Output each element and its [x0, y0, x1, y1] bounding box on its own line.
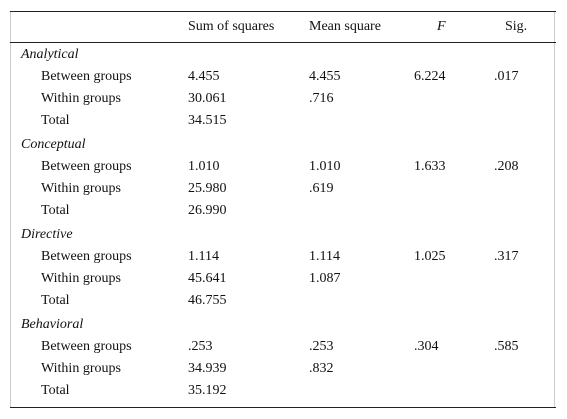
cell: 46.755 [188, 293, 227, 308]
table-frame [10, 11, 555, 408]
cell: 1.010 [188, 159, 220, 174]
row-label: Between groups [41, 159, 132, 174]
cell: .716 [309, 91, 334, 106]
group-label: Analytical [21, 47, 79, 62]
cell: 4.455 [188, 69, 220, 84]
cell: 25.980 [188, 181, 227, 196]
cell: 1.087 [309, 271, 341, 286]
column-header: Mean square [309, 19, 381, 34]
cell: 34.939 [188, 361, 227, 376]
cell: .832 [309, 361, 334, 376]
row-label: Within groups [41, 271, 121, 286]
cell: 1.114 [188, 249, 219, 264]
row-label: Total [41, 113, 70, 128]
row-label: Within groups [41, 91, 121, 106]
cell: 1.114 [309, 249, 340, 264]
group-label: Directive [21, 227, 73, 242]
row-label: Between groups [41, 339, 132, 354]
cell: .253 [188, 339, 213, 354]
group-label: Conceptual [21, 137, 86, 152]
cell: 1.010 [309, 159, 341, 174]
row-label: Total [41, 293, 70, 308]
row-label: Between groups [41, 249, 132, 264]
cell: 35.192 [188, 383, 227, 398]
column-header: Sig. [505, 19, 528, 34]
row-label: Within groups [41, 181, 121, 196]
column-header: Sum of squares [188, 19, 275, 34]
group-label: Behavioral [21, 317, 84, 332]
cell: 6.224 [414, 69, 446, 84]
cell: 1.633 [414, 159, 446, 174]
cell: .304 [414, 339, 439, 354]
cell: .017 [494, 69, 519, 84]
row-label: Between groups [41, 69, 132, 84]
cell: 26.990 [188, 203, 227, 218]
header-rule [10, 42, 556, 43]
cell: 34.515 [188, 113, 227, 128]
cell: .208 [494, 159, 519, 174]
row-label: Total [41, 203, 70, 218]
cell: .585 [494, 339, 519, 354]
cell: 30.061 [188, 91, 227, 106]
bottom-rule [10, 407, 556, 408]
cell: .619 [309, 181, 334, 196]
cell: .253 [309, 339, 334, 354]
cell: 4.455 [309, 69, 341, 84]
cell: .317 [494, 249, 519, 264]
row-label: Within groups [41, 361, 121, 376]
cell: 1.025 [414, 249, 446, 264]
cell: 45.641 [188, 271, 227, 286]
column-header: F [437, 19, 446, 34]
top-rule [10, 11, 556, 12]
row-label: Total [41, 383, 70, 398]
